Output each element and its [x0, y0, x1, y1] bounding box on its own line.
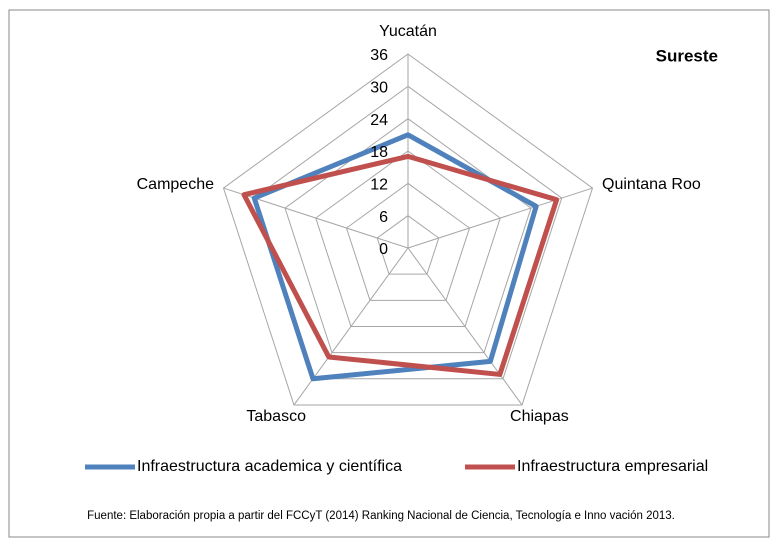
grid-ring [315, 150, 501, 327]
grid-ring [376, 215, 440, 275]
source-note: Fuente: Elaboración propia a partir del … [87, 510, 675, 522]
spoke [407, 187, 593, 249]
category-label: Quintana Roo [602, 176, 701, 193]
legend-label: Infraestructura academica y científica [137, 458, 402, 475]
grid-ring [253, 85, 563, 380]
category-label: Yucatán [379, 23, 437, 40]
grid-ring [345, 182, 471, 301]
tick-label: 36 [370, 47, 388, 64]
spoke [407, 247, 523, 406]
category-label: Tabasco [246, 408, 306, 425]
tick-label: 18 [370, 144, 388, 161]
chart-title: Sureste [656, 46, 718, 65]
category-label: Chiapas [510, 408, 569, 425]
legend-label: Infraestructura empresarial [517, 458, 708, 475]
tick-label: 0 [379, 241, 388, 258]
tick-label: 30 [370, 80, 388, 97]
series-line [241, 153, 560, 377]
tick-label: 12 [370, 177, 388, 194]
category-label: Campeche [137, 176, 214, 193]
tick-label: 24 [370, 112, 388, 129]
grid-ring [222, 53, 594, 406]
tick-label: 6 [379, 209, 388, 226]
